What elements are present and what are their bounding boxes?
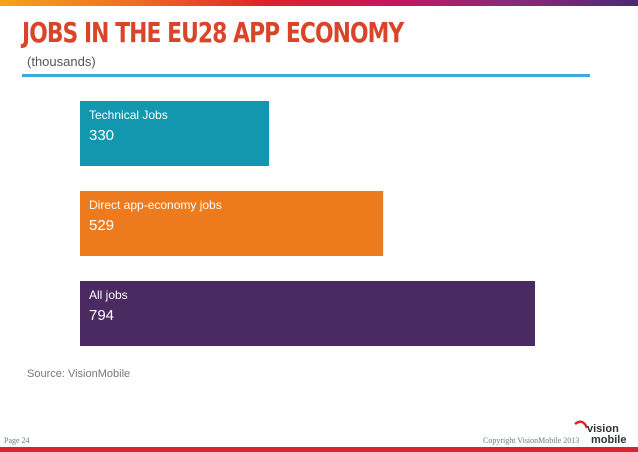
logo-text-top: vision — [587, 423, 619, 435]
source-note: Source: VisionMobile — [27, 368, 131, 380]
bar-technical-jobs — [80, 101, 270, 166]
chart-subtitle: (thousands) — [27, 54, 96, 69]
bar-direct-app-economy-jobs — [80, 191, 384, 256]
bar-label-direct-app-economy-jobs: Direct app-economy jobs — [89, 198, 222, 212]
bar-label-all-jobs: All jobs — [89, 288, 128, 302]
page-title: JOBS IN THE EU28 APP ECONOMY — [22, 16, 404, 49]
bar-value-all-jobs: 794 — [89, 307, 114, 324]
bar-value-technical-jobs: 330 — [89, 127, 114, 144]
page-number: Page 24 — [4, 436, 30, 445]
bar-label-technical-jobs: Technical Jobs — [89, 108, 168, 122]
bar-value-direct-app-economy-jobs: 529 — [89, 217, 114, 234]
logo-swoosh-icon — [574, 420, 589, 429]
bar-all-jobs — [80, 281, 535, 346]
copyright-note: Copyright VisionMobile 2013 — [483, 436, 580, 445]
visionmobile-logo: vision mobile — [574, 420, 626, 446]
top-color-stripe — [0, 0, 638, 6]
title-rule — [22, 74, 590, 77]
logo-text-bottom: mobile — [591, 434, 626, 446]
footer-rule — [0, 447, 638, 452]
